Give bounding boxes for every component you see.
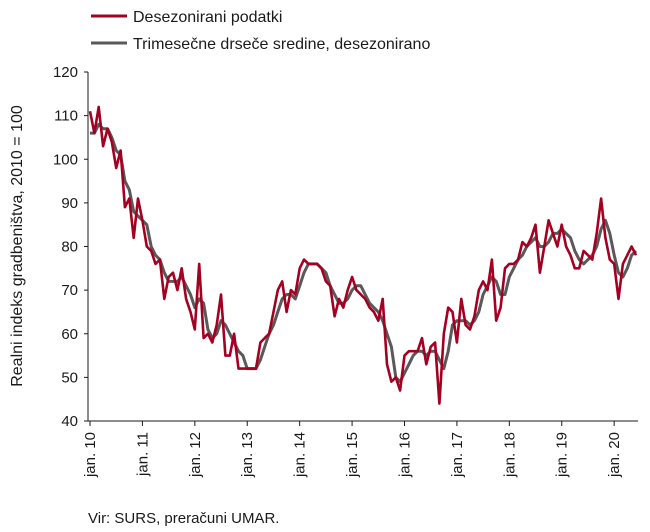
y-tick-label: 100	[53, 151, 78, 168]
x-tick-label: jan. 19	[554, 432, 571, 478]
y-tick-label: 90	[61, 195, 78, 212]
legend: Desezonirani podatki Trimesečne drseče s…	[91, 9, 430, 53]
x-tick-label: jan. 17	[449, 432, 466, 478]
y-ticks: 40 50 60 70 80 90 100 110 120	[53, 64, 88, 430]
series-layer	[88, 105, 638, 405]
y-axis-title: Realni indeks gradbeništva, 2010 = 100	[9, 105, 26, 387]
y-tick-label: 120	[53, 64, 78, 81]
y-tick-label: 60	[61, 326, 78, 343]
x-tick-label: jan. 15	[344, 432, 361, 478]
x-tick-label: jan. 10	[82, 432, 99, 478]
x-tick-label: jan. 14	[292, 432, 309, 478]
y-tick-label: 80	[61, 239, 78, 256]
x-tick-label: jan. 11	[134, 432, 151, 477]
y-tick-label: 40	[61, 413, 78, 430]
x-ticks: jan. 10 jan. 11 jan. 12 jan. 13 jan. 14 jan. …	[82, 421, 623, 478]
x-tick-label: jan. 20	[606, 432, 623, 478]
y-tick-label: 70	[61, 282, 78, 299]
x-tick-label: jan. 16	[396, 432, 413, 478]
series-line-desezonirani	[88, 105, 638, 405]
x-tick-label: jan. 18	[501, 432, 518, 478]
series-line-drsece-sredine	[90, 122, 638, 384]
source-note: Vir: SURS, preračuni UMAR.	[88, 510, 279, 527]
x-tick-label: jan. 13	[239, 432, 256, 478]
legend-label-drsece-sredine: Trimesečne drseče sredine, desezonirano	[133, 36, 430, 53]
y-tick-label: 110	[54, 108, 78, 125]
legend-label-desezonirani: Desezonirani podatki	[133, 9, 282, 26]
x-tick-label: jan. 12	[187, 432, 204, 478]
y-tick-label: 50	[61, 369, 78, 386]
